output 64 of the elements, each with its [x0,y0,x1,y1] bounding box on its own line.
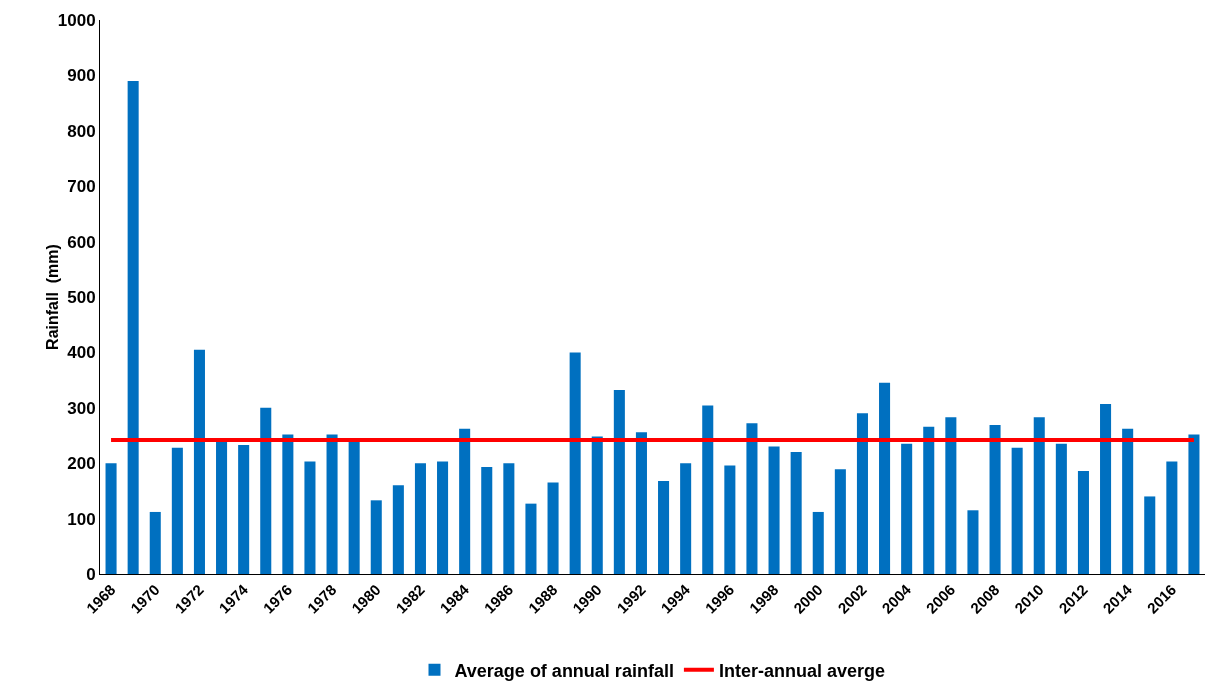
y-tick-label: 700 [67,177,96,197]
bar [879,382,891,574]
bar [746,423,758,574]
bar [768,446,780,574]
bar [238,444,250,574]
y-tick-label: 900 [67,66,96,86]
bar [613,390,625,574]
bar [901,443,913,574]
bar [923,426,935,574]
bar [282,434,294,574]
bar [1100,403,1112,574]
bar [812,511,824,574]
bar [127,80,139,574]
bar [1166,461,1178,574]
bar [790,452,802,574]
bar [260,407,272,574]
bar [171,447,183,574]
bar [348,439,360,574]
bar [459,428,471,574]
y-tick-label: 800 [67,121,96,141]
bar [326,434,338,574]
bar [989,424,1001,574]
bar [481,467,493,574]
bar [414,463,426,574]
bar [1077,470,1089,574]
bar [1055,443,1067,574]
bar [569,352,581,574]
y-axis-title: Rainfall (mm) [44,244,61,350]
bar [1188,434,1200,574]
bar [304,461,316,574]
bar [702,405,714,574]
bar [193,349,205,574]
bar [105,463,117,574]
bar [680,463,692,574]
y-tick-label: 1000 [57,10,96,30]
y-tick-label: 400 [67,343,96,363]
y-tick-label: 100 [67,509,96,529]
bar [834,469,846,574]
bar [503,463,515,574]
bar [724,465,736,574]
bar [591,436,603,574]
bar [149,511,161,574]
bar [392,485,404,574]
bar [216,439,228,574]
bar [635,432,647,574]
bar [1011,447,1023,574]
bar [945,417,957,574]
bar [525,503,537,574]
legend-label: Average of annual rainfall [454,660,674,681]
bar [856,413,868,574]
y-tick-label: 300 [67,398,96,418]
y-tick-label: 500 [67,287,96,307]
bar [1033,417,1045,574]
y-tick-label: 0 [86,564,96,584]
bar [370,500,382,574]
y-tick-label: 200 [67,454,96,474]
legend-label: Inter-annual averge [718,660,885,681]
bar [1122,428,1134,574]
bar [967,510,979,574]
y-tick-label: 600 [67,232,96,252]
bar [658,480,670,574]
bar [1144,496,1156,574]
bar [547,482,559,574]
bar [437,461,449,574]
